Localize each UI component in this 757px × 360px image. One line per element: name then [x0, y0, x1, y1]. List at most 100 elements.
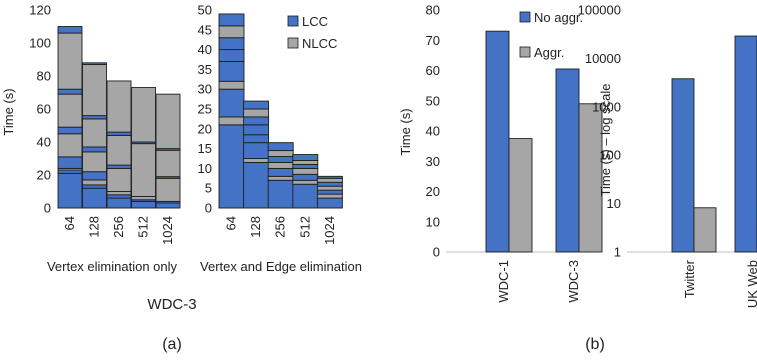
- bar-segment-lcc: [267, 156, 294, 163]
- bar-segment-lcc: [316, 175, 343, 179]
- x-tick-label: 64: [62, 216, 77, 230]
- bar-segment-lcc: [57, 172, 83, 209]
- bar-no_aggr: [734, 35, 757, 253]
- bar-segment-lcc: [218, 13, 245, 27]
- y-tick-label: 60: [37, 102, 51, 117]
- bar-segment-lcc: [82, 171, 107, 181]
- bar-segment-lcc: [267, 167, 294, 177]
- bar-segment-nlcc: [218, 116, 245, 126]
- bar-segment-nlcc: [106, 80, 132, 133]
- x-axis-title: Vertex elimination only: [47, 259, 178, 274]
- chart-vertex-elimination: 0 20 40 60 80 100 120 64 128 256 512 1024 Time (s) Ve…: [1, 3, 197, 314]
- x-axis-title: Vertex and Edge elimination: [200, 259, 362, 274]
- y-tick-label: 1000: [592, 99, 621, 114]
- bar-segment-nlcc: [106, 167, 132, 192]
- y-tick-label: 0: [205, 201, 212, 216]
- y-tick-label: 70: [426, 33, 440, 48]
- bar-segment-lcc: [82, 62, 107, 65]
- bar-segment-nlcc: [155, 177, 181, 202]
- y-tick-label: 20: [198, 121, 212, 136]
- bar-segment-nlcc: [218, 25, 245, 39]
- y-tick-label: 10: [198, 161, 212, 176]
- chart-vertex-edge-elimination: 0 5 10 15 20 25 30 35 40 45 50 64 128 256 512 1024 Verte…: [198, 3, 362, 275]
- bar-segment-nlcc: [82, 118, 107, 148]
- bar-segment-lcc: [82, 187, 107, 209]
- bar-segment-lcc: [316, 197, 343, 209]
- y-tick-label: 25: [198, 102, 212, 117]
- bar-segment-lcc: [106, 164, 132, 169]
- y-tick-label: 20: [37, 168, 51, 183]
- y-tick-label: 30: [198, 82, 212, 97]
- bar-segment-lcc: [243, 116, 270, 126]
- y-tick-label: 10: [426, 214, 440, 229]
- bar-segment-lcc: [82, 184, 107, 189]
- bar-segment-nlcc: [155, 149, 181, 178]
- bar-segment-lcc: [218, 61, 245, 82]
- bar-segment-lcc: [243, 142, 270, 159]
- bar-segment-lcc: [316, 181, 343, 187]
- chart-aggregation-log: 1 10 100 1000 10000 100000 Time (s) – log scal…: [578, 3, 757, 308]
- y-tick-label: 10: [607, 196, 621, 211]
- bar-segment-nlcc: [131, 195, 156, 201]
- legend-label-nlcc: NLCC: [302, 36, 337, 51]
- bar-segment-nlcc: [316, 193, 343, 199]
- bar-segment-lcc: [106, 194, 132, 199]
- x-tick-label: UK Web: [745, 260, 757, 308]
- bar-segment-lcc: [267, 179, 294, 209]
- x-tick-label: 1024: [160, 216, 175, 245]
- y-tick-label: 15: [198, 141, 212, 156]
- y-tick-label: 100: [599, 148, 621, 163]
- x-tick-label: 512: [136, 216, 151, 238]
- y-tick-label: 5: [205, 181, 212, 196]
- bar-segment-nlcc: [292, 160, 319, 165]
- bar-segment-lcc: [218, 37, 245, 51]
- y-tick-label: 0: [44, 201, 51, 216]
- bar-segment-nlcc: [57, 93, 83, 128]
- y-tick-label: 1: [614, 245, 621, 260]
- x-tick-label: 256: [111, 216, 126, 238]
- bar-segment-lcc: [316, 189, 343, 195]
- y-tick-label: 50: [198, 3, 212, 18]
- bar-segment-nlcc: [218, 80, 245, 90]
- bar-aggr: [693, 207, 717, 253]
- bar-segment-lcc: [267, 142, 294, 152]
- x-tick-label: 256: [273, 216, 288, 238]
- y-tick-label: 40: [426, 124, 440, 139]
- bar-no_aggr: [671, 78, 695, 253]
- bar-segment-nlcc: [82, 151, 107, 173]
- legend-swatch-aggr: [519, 46, 531, 58]
- legend-swatch-no_aggr: [519, 11, 531, 23]
- bar-segment-lcc: [243, 134, 270, 144]
- bar-segment-lcc: [218, 49, 245, 62]
- y-tick-label: 120: [29, 3, 51, 18]
- bar-segment-nlcc: [57, 133, 83, 158]
- legend-swatch-lcc: [287, 15, 299, 27]
- y-tick-label: 0: [433, 245, 440, 260]
- bar-segment-lcc: [218, 124, 245, 209]
- y-axis-title: Time (s) – log scale: [598, 84, 613, 197]
- y-tick-label: 80: [37, 69, 51, 84]
- bar-segment-nlcc: [292, 179, 319, 185]
- bar-segment-nlcc: [131, 143, 156, 197]
- bar-segment-nlcc: [243, 158, 270, 163]
- legend-label-no_aggr: No aggr.: [534, 10, 583, 25]
- dataset-label: WDC-3: [147, 296, 196, 313]
- bar-no_aggr: [485, 30, 510, 253]
- bar-segment-lcc: [243, 124, 270, 136]
- y-tick-label: 100000: [578, 3, 621, 18]
- bar-aggr: [578, 103, 603, 253]
- bar-segment-lcc: [292, 173, 319, 181]
- legend-label-lcc: LCC: [302, 14, 328, 29]
- bar-segment-lcc: [82, 146, 107, 153]
- bar-segment-lcc: [57, 126, 83, 135]
- bar-segment-nlcc: [267, 162, 294, 169]
- x-tick-label: 128: [248, 216, 263, 238]
- bar-segment-nlcc: [316, 177, 343, 183]
- bar-segment-nlcc: [106, 191, 132, 196]
- y-tick-label: 100: [29, 36, 51, 51]
- x-tick-label: WDC-1: [496, 260, 511, 303]
- bar-segment-nlcc: [267, 150, 294, 157]
- bar-segment-lcc: [243, 162, 270, 209]
- x-tick-label: 64: [224, 216, 239, 230]
- panel-label-b: (b): [585, 336, 605, 353]
